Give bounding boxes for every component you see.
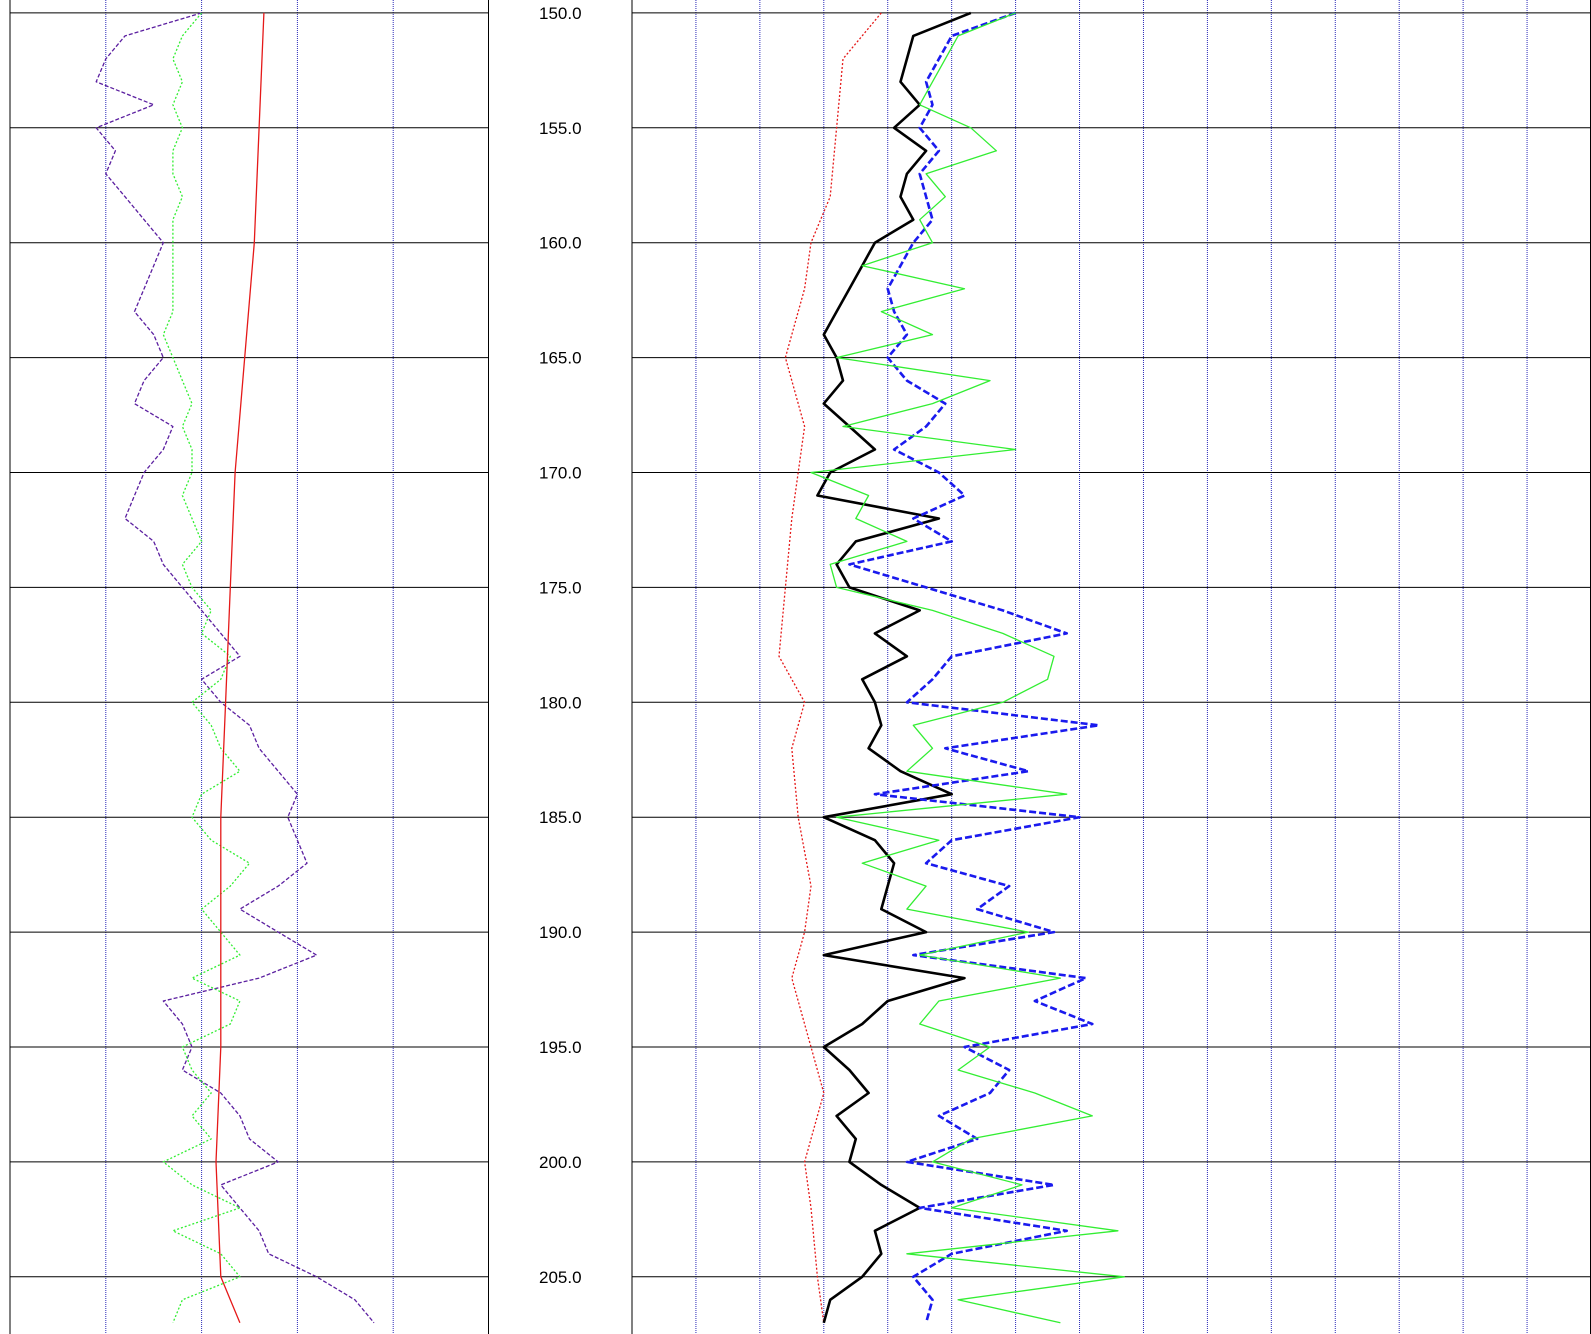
depth-tick-label: 185.0	[539, 808, 582, 827]
depth-tick-label: 160.0	[539, 234, 582, 253]
depth-track: 150.0 155.0 160.0 165.0 170.0 175.0 180.0 185.0…	[539, 4, 582, 1287]
depth-tick-label: 180.0	[539, 693, 582, 712]
depth-tick-label: 190.0	[539, 923, 582, 942]
log-curve-2-1	[778, 12, 882, 1323]
log-curve-2-2	[816, 11, 972, 1324]
log-curve-2-3	[848, 11, 1100, 1324]
depth-tick-label: 200.0	[539, 1153, 582, 1172]
depth-tick-label: 195.0	[539, 1038, 582, 1057]
log-curve-2-4	[810, 12, 1125, 1324]
log-curve-1-1	[95, 12, 375, 1324]
depth-tick-label: 175.0	[539, 578, 582, 597]
log-curve-1-2	[162, 12, 251, 1324]
depth-tick-label: 155.0	[539, 119, 582, 138]
depth-tick-label: 170.0	[539, 464, 582, 483]
depth-tick-label: 150.0	[539, 4, 582, 23]
depth-tick-label: 165.0	[539, 349, 582, 368]
depth-tick-label: 205.0	[539, 1268, 582, 1287]
log-curve-1-3	[215, 12, 265, 1324]
track-1	[9, 0, 489, 1334]
track-2	[631, 0, 1591, 1334]
